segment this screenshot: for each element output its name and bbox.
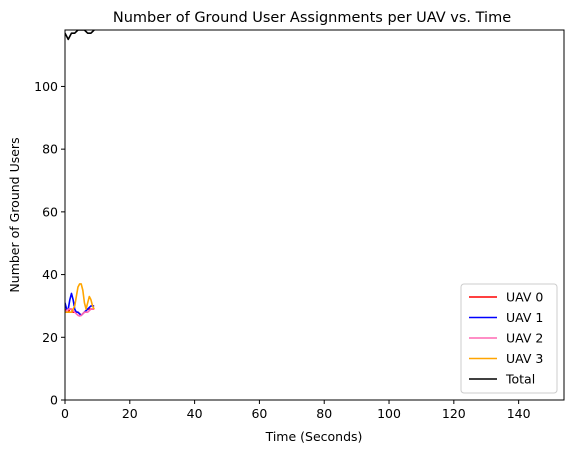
y-tick-label: 80 [42, 142, 58, 157]
x-tick-label: 40 [187, 406, 203, 421]
series-line-2 [65, 308, 95, 317]
x-tick-label: 0 [61, 406, 69, 421]
x-tick-label: 60 [251, 406, 267, 421]
series-line-4 [65, 30, 95, 41]
x-tick-label: 100 [377, 406, 401, 421]
y-tick-label: 100 [34, 79, 58, 94]
ticks: 0 20 40 60 80 100 120 140 0 20 40 60 80 100 [34, 79, 530, 421]
x-axis-label: Time (Seconds) [265, 429, 363, 444]
y-tick-label: 20 [42, 330, 58, 345]
x-tick-label: 20 [122, 406, 138, 421]
series-lines [65, 30, 95, 317]
y-tick-label: 0 [50, 393, 58, 408]
series-line-3 [65, 283, 95, 314]
legend: UAV 0 UAV 1 UAV 2 UAV 3 Total [460, 283, 558, 394]
legend-label: UAV 3 [506, 351, 543, 366]
series-line-1 [65, 292, 95, 317]
y-tick-label: 40 [42, 267, 58, 282]
legend-box [460, 283, 558, 394]
y-axis-label: Number of Ground Users [7, 137, 22, 292]
legend-label: UAV 2 [506, 331, 543, 346]
legend-label: UAV 0 [506, 290, 543, 305]
legend-label: UAV 1 [506, 310, 543, 325]
x-tick-label: 140 [507, 406, 531, 421]
x-tick-label: 80 [316, 406, 332, 421]
legend-label: Total [505, 372, 535, 387]
x-tick-label: 120 [442, 406, 466, 421]
chart-title: Number of Ground User Assignments per UA… [113, 10, 511, 26]
y-tick-label: 60 [42, 204, 58, 219]
plot-frame [64, 29, 565, 401]
